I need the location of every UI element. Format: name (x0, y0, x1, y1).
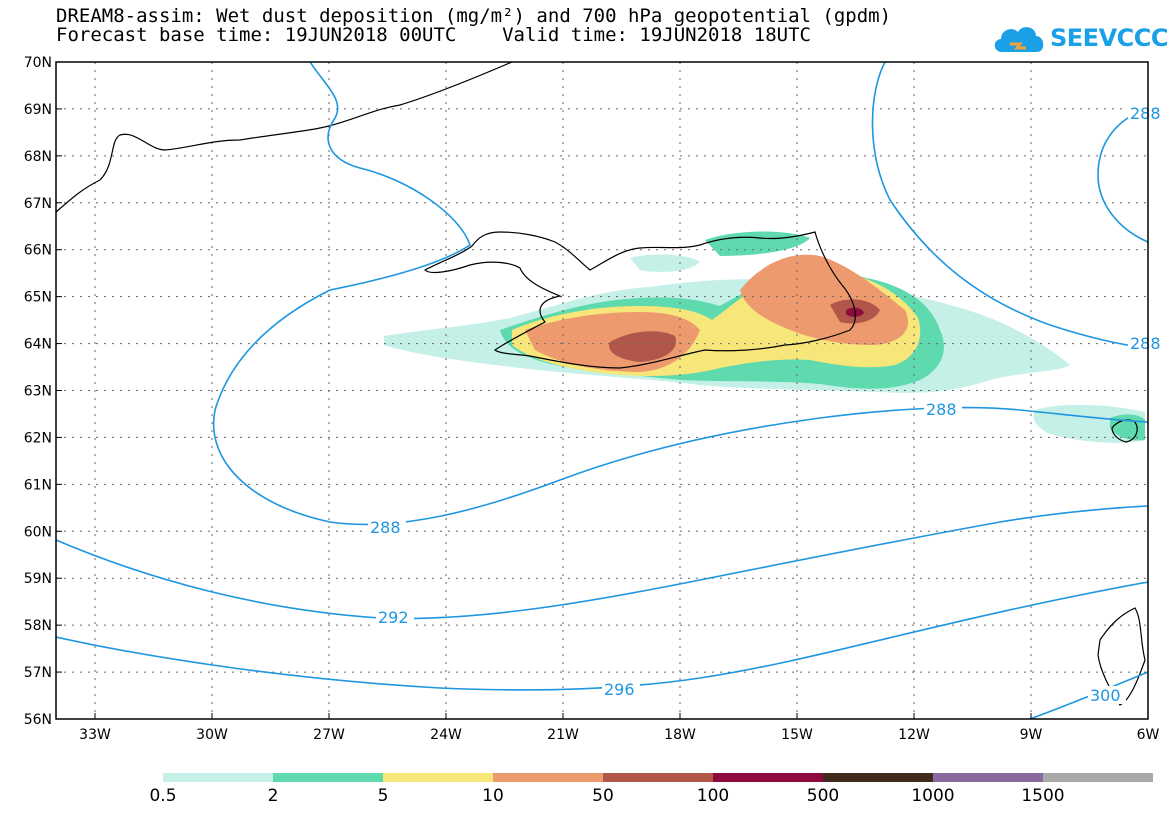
legend-threshold-label: 2 (268, 786, 279, 806)
deposition-area-light-2 (630, 254, 700, 272)
deposition-area-10b (740, 254, 909, 345)
contour-288-east (871, 62, 1148, 349)
legend-threshold-label: 0.5 (149, 786, 176, 806)
cloud-icon (994, 27, 1044, 52)
legend-threshold-label: 1500 (1021, 786, 1064, 806)
longitude-label: 18W (664, 727, 696, 743)
latitude-label: 68N (24, 149, 52, 165)
legend-swatch (163, 773, 273, 782)
contour-label-group: 288 288 292 296 300 288 288 (368, 104, 1161, 705)
latitude-label: 65N (24, 290, 52, 306)
latitude-label: 61N (24, 477, 52, 493)
legend-threshold-label: 500 (807, 786, 839, 806)
longitude-label: 9W (1020, 727, 1043, 743)
contour-label: 292 (378, 608, 409, 627)
legend-threshold-label: 1000 (911, 786, 954, 806)
contour-300 (1029, 671, 1148, 719)
map-title: DREAM8-assim: Wet dust deposition (mg/m²… (56, 5, 892, 27)
latitude-label: 62N (24, 430, 52, 446)
legend-swatch (493, 773, 603, 782)
latitude-label: 67N (24, 196, 52, 212)
contour-288-east2 (1097, 109, 1148, 243)
longitude-label: 15W (781, 727, 813, 743)
contour-label: 288 (370, 518, 401, 537)
map-graticule (56, 62, 1148, 719)
latitude-label: 64N (24, 337, 52, 353)
contour-label: 288 (926, 400, 957, 419)
legend-threshold-label: 50 (592, 786, 614, 806)
longitude-label: 24W (430, 727, 462, 743)
coastlines (56, 62, 1146, 706)
legend-swatch (383, 773, 493, 782)
longitude-label: 21W (547, 727, 579, 743)
geopotential-contours (56, 62, 1148, 719)
latitude-label: 70N (24, 55, 52, 71)
longitude-labels: 33W 30W 27W 24W 21W 18W 15W 12W 9W 6W (79, 727, 1159, 743)
latitude-label: 66N (24, 243, 52, 259)
latitude-label: 59N (24, 571, 52, 587)
legend-swatch (823, 773, 933, 782)
legend-swatch (1043, 773, 1153, 782)
longitude-label: 30W (196, 727, 228, 743)
contour-label: 288 (1130, 334, 1161, 353)
legend-swatch (713, 773, 823, 782)
contour-label: 296 (604, 680, 635, 699)
seevccc-logo: SEEVCCC (990, 18, 1169, 62)
latitude-labels: 70N 69N 68N 67N 66N 65N 64N 63N 62N 61N 60N 59N 58N 5… (24, 55, 52, 728)
forecast-time-line: Forecast base time: 19JUN2018 00UTC Vali… (56, 24, 811, 46)
contour-288-west (212, 62, 1148, 526)
legend-threshold-label: 5 (378, 786, 389, 806)
legend-swatch (933, 773, 1043, 782)
latitude-label: 63N (24, 384, 52, 400)
latitude-label: 57N (24, 665, 52, 681)
iceland-coast (424, 231, 856, 369)
color-legend: 0.5 2 5 10 50 100 500 1000 1500 (149, 773, 1153, 806)
dust-deposition-field (384, 231, 1145, 443)
scotland-coast (1097, 607, 1146, 706)
deposition-area-50 (609, 331, 676, 362)
latitude-label: 58N (24, 618, 52, 634)
contour-label: 288 (1130, 104, 1161, 123)
latitude-label: 69N (24, 102, 52, 118)
contour-292 (56, 505, 1148, 620)
longitude-label: 6W (1137, 727, 1160, 743)
legend-swatch (603, 773, 713, 782)
logo-text: SEEVCCC (1050, 24, 1169, 52)
longitude-label: 27W (313, 727, 345, 743)
contour-296 (56, 581, 1148, 691)
legend-swatch (273, 773, 383, 782)
legend-threshold-label: 10 (482, 786, 504, 806)
latitude-label: 56N (24, 712, 52, 728)
longitude-label: 12W (898, 727, 930, 743)
legend-threshold-label: 100 (697, 786, 729, 806)
latitude-label: 60N (24, 524, 52, 540)
deposition-area-2b (705, 231, 810, 256)
longitude-label: 33W (79, 727, 111, 743)
axis-ticks (56, 61, 1149, 720)
greenland-coast (56, 62, 513, 213)
contour-label: 300 (1090, 686, 1121, 705)
